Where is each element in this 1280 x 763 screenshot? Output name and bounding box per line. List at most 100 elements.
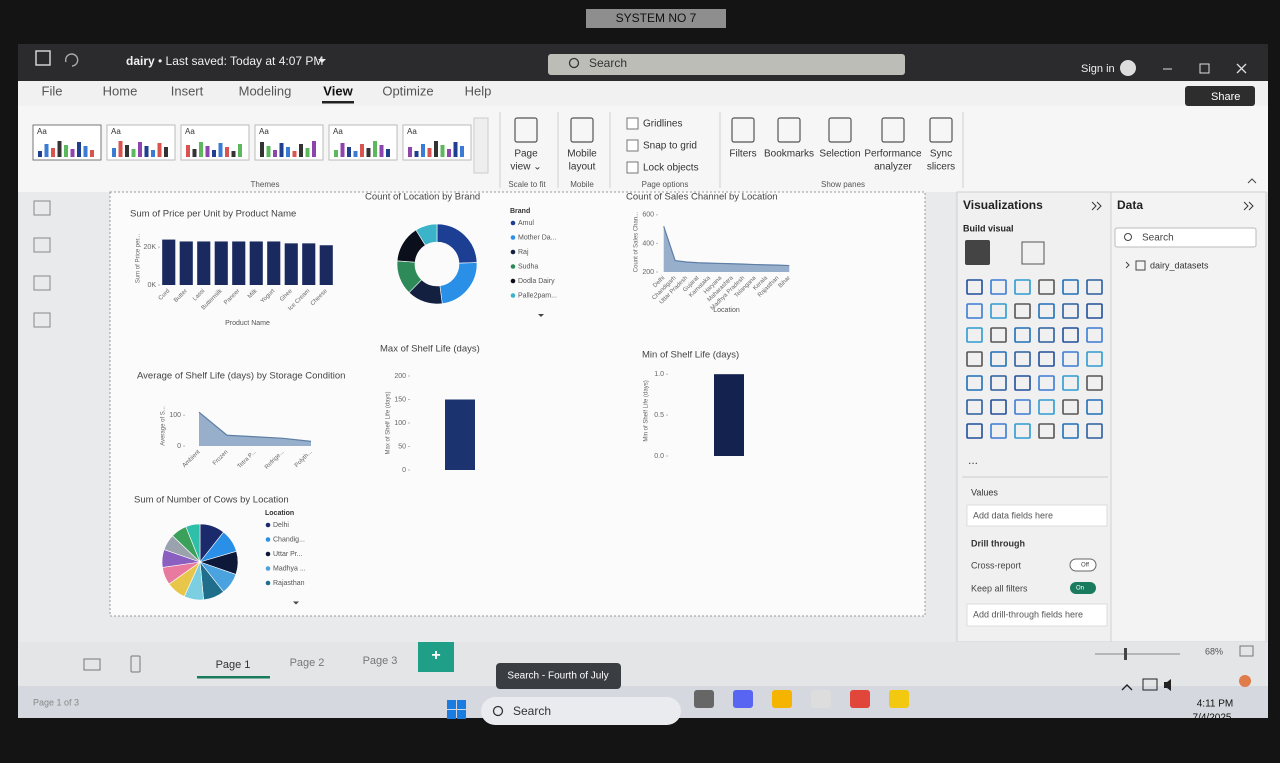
visual-type-icon[interactable] — [1062, 327, 1079, 343]
visual-type-icon[interactable] — [1086, 423, 1103, 439]
save-icon[interactable] — [35, 50, 51, 66]
page-tab[interactable]: Page 1 — [216, 659, 251, 671]
menu-tab[interactable]: Modeling — [239, 83, 292, 98]
visual-type-icon[interactable] — [966, 423, 983, 439]
theme-scroll[interactable] — [473, 117, 489, 174]
taskbar-app[interactable] — [889, 690, 909, 708]
close-button[interactable] — [1236, 63, 1247, 74]
visual-type-icon[interactable] — [1062, 375, 1079, 391]
taskbar-search[interactable] — [481, 697, 681, 725]
checkbox[interactable] — [626, 117, 639, 130]
visual-type-icon[interactable] — [966, 303, 983, 319]
desktop-view-icon[interactable] — [83, 658, 101, 671]
menu-tab[interactable]: Help — [465, 83, 492, 98]
visual-type-icon[interactable] — [1014, 399, 1031, 415]
menu-tab[interactable]: Insert — [171, 83, 204, 98]
visual-type-icon[interactable] — [1014, 351, 1031, 367]
start-button[interactable] — [447, 710, 456, 719]
ribbon-button-icon[interactable] — [514, 117, 538, 143]
start-button[interactable] — [447, 700, 456, 709]
visual-type-icon[interactable] — [1014, 375, 1031, 391]
menu-tab[interactable]: Optimize — [382, 83, 433, 98]
visual-type-icon[interactable] — [1086, 279, 1103, 295]
checkbox[interactable] — [626, 161, 639, 174]
visual-type-icon[interactable] — [1038, 399, 1055, 415]
checkbox-label[interactable]: Lock objects — [643, 163, 699, 174]
drill-field-well[interactable] — [966, 603, 1108, 627]
visual-type-icon[interactable] — [1086, 375, 1103, 391]
ribbon-button-label[interactable]: Mobile — [567, 149, 597, 160]
view-switch-icon[interactable] — [33, 200, 51, 216]
visual-type-icon[interactable] — [1038, 423, 1055, 439]
dataset-name[interactable]: dairy_datasets — [1150, 260, 1209, 270]
visual-type-icon[interactable] — [1038, 327, 1055, 343]
visual-type-icon[interactable] — [1014, 327, 1031, 343]
menu-tab[interactable]: Home — [103, 83, 138, 98]
visual-type-icon[interactable] — [1014, 423, 1031, 439]
visual-type-icon[interactable] — [1086, 399, 1103, 415]
ribbon-button-label[interactable]: Page — [514, 149, 538, 160]
visual-type-icon[interactable] — [1062, 279, 1079, 295]
mobile-view-icon[interactable] — [130, 655, 141, 673]
taskbar-app[interactable] — [694, 690, 714, 708]
expand-pane[interactable] — [1243, 201, 1254, 211]
add-page-button[interactable] — [418, 642, 454, 672]
visual-type-icon[interactable] — [1038, 375, 1055, 391]
taskbar-app[interactable] — [772, 690, 792, 708]
visual-type-icon[interactable] — [966, 351, 983, 367]
notification-badge[interactable] — [1239, 675, 1251, 687]
collapse-ribbon[interactable] — [1247, 178, 1257, 184]
page-tab[interactable]: Page 3 — [363, 655, 398, 667]
account-icon[interactable] — [1120, 60, 1136, 76]
ribbon-button-label[interactable]: slicers — [927, 162, 955, 173]
visual-type-icon[interactable] — [1038, 279, 1055, 295]
start-button[interactable] — [457, 710, 466, 719]
legend-scroll[interactable] — [538, 314, 544, 317]
visual-type-icon[interactable] — [990, 327, 1007, 343]
toggle-off[interactable] — [1069, 558, 1097, 572]
visual-type-icon[interactable] — [1062, 423, 1079, 439]
field-well[interactable] — [966, 504, 1108, 527]
checkbox[interactable] — [626, 139, 639, 152]
more-visuals[interactable]: ... — [968, 453, 978, 467]
ribbon-button-label[interactable]: analyzer — [874, 162, 912, 173]
visual-type-icon[interactable] — [990, 351, 1007, 367]
title-search[interactable] — [548, 54, 905, 75]
expand-pane[interactable] — [1091, 201, 1102, 211]
maximize-button[interactable] — [1199, 63, 1210, 74]
page-tab[interactable]: Page 2 — [290, 657, 325, 669]
ribbon-button-label[interactable]: view ⌄ — [510, 162, 541, 173]
legend-scroll[interactable] — [293, 601, 299, 605]
visual-type-icon[interactable] — [966, 279, 983, 295]
visual-type-icon[interactable] — [990, 303, 1007, 319]
ribbon-button-label[interactable]: Sync — [930, 149, 952, 160]
visual-type-icon[interactable] — [1038, 303, 1055, 319]
taskbar-app[interactable] — [850, 690, 870, 708]
visual-type-icon[interactable] — [966, 375, 983, 391]
share-button[interactable] — [1185, 86, 1255, 106]
visual-type-icon[interactable] — [1086, 327, 1103, 343]
build-visual-tab[interactable] — [965, 240, 990, 265]
visual-type-icon[interactable] — [1086, 303, 1103, 319]
data-search[interactable] — [1114, 227, 1257, 248]
format-visual-tab[interactable] — [1021, 241, 1045, 265]
toggle-on[interactable] — [1070, 582, 1096, 594]
sign-in[interactable]: Sign in — [1081, 63, 1115, 75]
visual-type-icon[interactable] — [1062, 399, 1079, 415]
ribbon-button-label[interactable]: Bookmarks — [764, 149, 814, 160]
checkbox-label[interactable]: Snap to grid — [643, 141, 697, 152]
ribbon-button-icon[interactable] — [881, 117, 905, 143]
ribbon-button-label[interactable]: layout — [569, 162, 596, 173]
view-switch-icon[interactable] — [33, 237, 51, 253]
share-label[interactable]: Share — [1211, 91, 1240, 103]
visual-type-icon[interactable] — [1038, 351, 1055, 367]
start-button[interactable] — [457, 700, 466, 709]
ribbon-button-label[interactable]: Selection — [819, 149, 860, 160]
visual-type-icon[interactable] — [990, 399, 1007, 415]
menu-tab[interactable]: File — [42, 83, 63, 98]
fit-page-icon[interactable] — [1239, 645, 1254, 657]
ribbon-button-icon[interactable] — [828, 117, 852, 143]
network-icon[interactable] — [1142, 678, 1158, 691]
expand-table[interactable] — [1125, 261, 1130, 269]
visual-type-icon[interactable] — [990, 375, 1007, 391]
